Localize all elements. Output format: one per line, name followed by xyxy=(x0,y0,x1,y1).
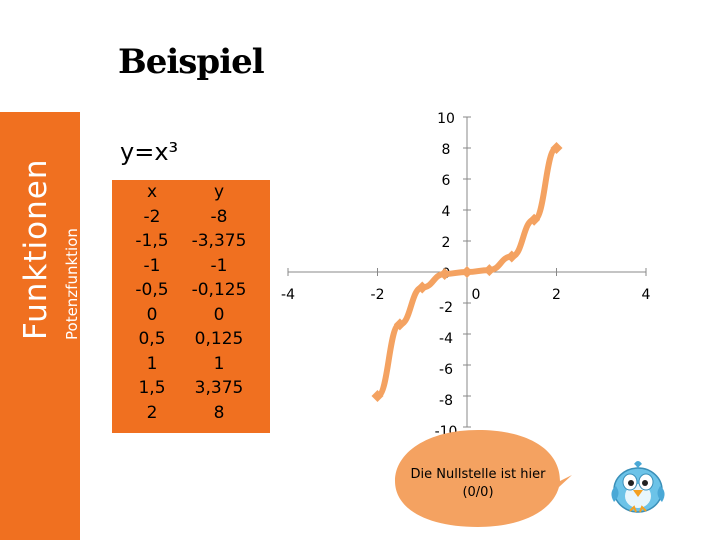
table-cell-x: 1,5 xyxy=(138,378,166,398)
data-point-marker xyxy=(461,266,473,278)
y-column: y -8 -3,375 -1 -0,125 0 0,125 1 3,375 8 xyxy=(184,180,254,425)
data-point-marker xyxy=(550,142,563,154)
y-tick-label: 10 xyxy=(437,111,455,127)
table-cell-y: 3,375 xyxy=(194,378,244,398)
series-markers xyxy=(371,142,563,402)
x-tick-label: 2 xyxy=(552,287,561,303)
table-cell-y: 8 xyxy=(213,402,225,423)
table-cell-x: -1,5 xyxy=(135,231,169,251)
data-point-marker xyxy=(393,318,406,331)
table-cell-y: 0 xyxy=(213,304,225,325)
x-tick-label: -2 xyxy=(371,287,385,303)
y-tick-label: 2 xyxy=(442,235,451,251)
table-cell-y: -3,375 xyxy=(191,231,247,251)
y-tick-label: -2 xyxy=(439,300,453,316)
y-tick-label: -4 xyxy=(439,331,453,347)
y-tick-label: 4 xyxy=(442,204,451,220)
table-header-x: x xyxy=(146,182,158,202)
y-tick-label: 8 xyxy=(442,142,451,158)
data-point-marker xyxy=(371,390,384,402)
table-cell-y: -0,125 xyxy=(191,280,247,300)
table-cell-y: 0,125 xyxy=(194,329,244,349)
table-cell-x: -2 xyxy=(143,206,161,227)
function-formula: y=x³ xyxy=(120,138,179,166)
table-cell-y: 1 xyxy=(213,353,225,374)
bird-mascot-icon xyxy=(611,461,665,513)
y-tick-label: -6 xyxy=(439,362,453,378)
data-point-marker xyxy=(438,267,451,280)
data-point-marker xyxy=(528,213,541,226)
x-tick-label: -4 xyxy=(281,287,295,303)
data-point-marker xyxy=(483,264,496,277)
table-cell-x: -0,5 xyxy=(135,280,169,300)
callout-bubble xyxy=(395,430,572,527)
table-cell-x: 1 xyxy=(146,353,158,374)
x-tick-label: 4 xyxy=(642,287,651,303)
table-cell-x: 2 xyxy=(146,402,158,423)
table-cell-x: 0 xyxy=(146,304,158,325)
data-point-marker xyxy=(416,281,429,294)
slide-heading: Beispiel xyxy=(118,42,265,82)
value-table: x -2 -1,5 -1 -0,5 0 0,5 1 1,5 2 y -8 -3,375 -1 -0,125… xyxy=(112,180,270,433)
table-cell-y: -8 xyxy=(210,206,228,227)
data-point-marker xyxy=(505,250,518,263)
table-header-y: y xyxy=(213,182,225,202)
table-cell-x: -1 xyxy=(143,255,161,276)
table-cell-x: 0,5 xyxy=(138,329,166,349)
callout-text: Die Nullstelle ist hier (0/0) xyxy=(410,467,546,500)
x-tick-label: 0 xyxy=(472,287,481,303)
y-tick-label: -8 xyxy=(439,393,453,409)
x-column: x -2 -1,5 -1 -0,5 0 0,5 1 1,5 2 xyxy=(117,180,187,425)
y-tick-label: 6 xyxy=(442,173,451,189)
table-cell-y: -1 xyxy=(210,255,228,276)
sidebar-band xyxy=(0,112,80,540)
